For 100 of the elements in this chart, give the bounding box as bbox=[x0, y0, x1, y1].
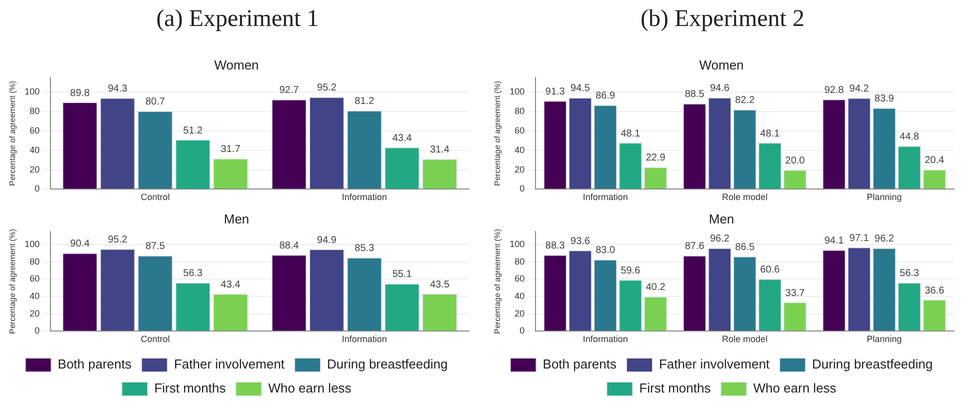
data-label: 44.8 bbox=[900, 131, 920, 142]
data-label: 92.7 bbox=[279, 84, 300, 96]
legend-label: First months bbox=[154, 380, 226, 396]
x-tick-label: Information bbox=[342, 192, 387, 202]
x-tick-label: Planning bbox=[866, 334, 902, 344]
data-label: 94.5 bbox=[570, 83, 590, 94]
y-tick-label: 0 bbox=[520, 184, 525, 194]
data-label: 86.9 bbox=[596, 90, 616, 102]
y-tick-label: 40 bbox=[514, 144, 525, 155]
y-tick-label: 80 bbox=[514, 256, 525, 266]
y-axis-title: Percentage of agreement (%) bbox=[493, 80, 502, 186]
y-tick-label: 80 bbox=[30, 256, 40, 266]
y-tick-label: 20 bbox=[30, 308, 40, 318]
y-tick-label: 80 bbox=[30, 106, 40, 116]
data-label: 48.1 bbox=[620, 128, 641, 140]
chart-title: Women bbox=[699, 57, 744, 72]
data-label: 91.3 bbox=[545, 86, 566, 98]
y-tick-label: 0 bbox=[34, 326, 40, 336]
chart-title: Women bbox=[214, 57, 259, 72]
data-label: 20.0 bbox=[785, 156, 806, 167]
data-label: 86.5 bbox=[735, 242, 755, 254]
x-tick-label: Control bbox=[140, 334, 170, 344]
data-label: 31.4 bbox=[430, 144, 450, 156]
data-label: 55.1 bbox=[392, 269, 412, 280]
legend-label: During breastfeeding bbox=[812, 356, 933, 372]
data-label: 97.1 bbox=[849, 232, 870, 244]
data-label: 80.7 bbox=[145, 96, 166, 108]
data-label: 60.6 bbox=[760, 264, 780, 276]
y-axis-title: Percentage of agreement (%) bbox=[8, 80, 18, 186]
data-label: 94.6 bbox=[710, 83, 730, 94]
text: (b) Experiment 2 bbox=[640, 5, 806, 34]
y-tick-label: 20 bbox=[30, 164, 40, 174]
data-label: 89.8 bbox=[70, 88, 90, 99]
data-label: 95.2 bbox=[108, 234, 128, 246]
data-label: 96.2 bbox=[710, 234, 730, 245]
data-label: 31.7 bbox=[220, 144, 241, 156]
data-label: 93.6 bbox=[570, 236, 590, 247]
data-label: 43.5 bbox=[430, 279, 450, 290]
y-axis-title: Percentage of agreement (%) bbox=[8, 228, 18, 334]
y-tick-label: 60 bbox=[514, 125, 525, 136]
data-label: 94.9 bbox=[317, 234, 337, 246]
chart-title: Men bbox=[708, 211, 734, 226]
data-label: 20.4 bbox=[924, 155, 945, 166]
y-tick-label: 100 bbox=[510, 239, 525, 250]
data-label: 94.3 bbox=[108, 83, 128, 94]
data-label: 94.1 bbox=[824, 235, 844, 246]
legend-label: Both parents bbox=[58, 356, 132, 372]
data-label: 83.9 bbox=[874, 94, 894, 105]
x-tick-label: Role model bbox=[722, 334, 768, 344]
y-tick-label: 60 bbox=[514, 274, 525, 284]
y-tick-label: 60 bbox=[30, 274, 40, 284]
y-tick-label: 100 bbox=[510, 86, 525, 97]
y-tick-label: 40 bbox=[514, 291, 525, 302]
data-label: 94.2 bbox=[849, 84, 870, 95]
y-tick-label: 40 bbox=[30, 144, 40, 155]
x-tick-label: Control bbox=[140, 192, 170, 202]
data-label: 90.4 bbox=[70, 238, 90, 250]
data-label: 48.1 bbox=[760, 128, 780, 140]
data-label: 87.6 bbox=[684, 241, 705, 252]
data-label: 43.4 bbox=[220, 279, 241, 290]
x-tick-label: Planning bbox=[866, 192, 902, 202]
y-tick-label: 0 bbox=[34, 184, 40, 194]
y-axis-title: Percentage of agreement (%) bbox=[493, 228, 502, 334]
y-tick-label: 20 bbox=[514, 308, 525, 318]
data-label: 40.2 bbox=[646, 282, 666, 294]
data-label: 43.4 bbox=[392, 132, 412, 144]
y-tick-label: 60 bbox=[30, 125, 40, 136]
legend-label: Both parents bbox=[542, 356, 617, 372]
data-label: 56.3 bbox=[183, 268, 204, 280]
legend-label: First months bbox=[639, 380, 712, 396]
data-label: 87.5 bbox=[145, 241, 166, 252]
data-label: 56.3 bbox=[900, 268, 920, 280]
y-tick-label: 40 bbox=[30, 291, 40, 302]
legend-label: Who earn less bbox=[753, 380, 837, 396]
data-label: 95.2 bbox=[317, 82, 337, 94]
data-label: 22.9 bbox=[646, 152, 666, 164]
data-label: 81.2 bbox=[354, 96, 375, 108]
data-label: 83.0 bbox=[596, 245, 616, 256]
x-tick-label: Role model bbox=[722, 192, 768, 202]
x-tick-label: Information bbox=[582, 192, 628, 202]
y-tick-label: 100 bbox=[24, 239, 40, 250]
legend-label: Who earn less bbox=[268, 380, 352, 396]
data-label: 96.2 bbox=[874, 234, 894, 245]
text: (a) Experiment 1 bbox=[155, 5, 320, 34]
data-label: 92.8 bbox=[824, 84, 844, 96]
data-label: 82.2 bbox=[735, 95, 755, 106]
data-label: 51.2 bbox=[183, 125, 204, 136]
x-tick-label: Information bbox=[342, 334, 387, 344]
data-label: 33.7 bbox=[785, 288, 806, 299]
legend-label: During breastfeeding bbox=[327, 356, 448, 372]
y-tick-label: 80 bbox=[514, 106, 525, 116]
y-tick-label: 0 bbox=[520, 326, 525, 336]
data-label: 88.5 bbox=[684, 89, 705, 100]
data-label: 59.6 bbox=[620, 265, 641, 276]
legend-label: Father involvement bbox=[174, 356, 285, 372]
data-label: 36.6 bbox=[924, 285, 945, 296]
legend-label: Father involvement bbox=[658, 356, 770, 372]
y-tick-label: 100 bbox=[24, 86, 40, 97]
data-label: 85.3 bbox=[354, 243, 375, 254]
x-tick-label: Information bbox=[582, 334, 628, 344]
